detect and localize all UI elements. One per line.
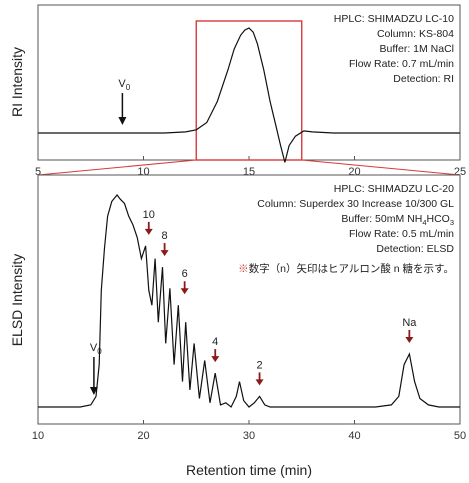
peak-arrowhead (144, 228, 153, 235)
peak-arrowhead (405, 337, 414, 343)
x-tick-label: 50 (454, 430, 466, 442)
ri-method-annotations: HPLC: SHIMADZU LC-10 Column: KS-804 Buffer… (334, 13, 454, 85)
peak-arrowhead (180, 288, 189, 295)
void-volume-arrowhead (89, 387, 98, 395)
void-volume-label: V0 (118, 78, 130, 92)
zoom-connector-right (301, 159, 461, 176)
x-tick-label: 5 (35, 166, 41, 178)
elsd-panel: 10 20 30 40 50 V0 10 8 6 4 2 Na HPLC: SHIMADZU LC… (9, 174, 466, 478)
peak-label: 4 (212, 336, 218, 348)
ri-trace (38, 27, 460, 163)
peak-label: 10 (143, 209, 155, 221)
peak-label: 2 (256, 359, 262, 371)
zoom-connector-left (37, 159, 197, 176)
elsd-trace (38, 194, 460, 408)
method-annotation: HPLC: SHIMADZU LC-20 (334, 183, 454, 195)
peak-label: 6 (182, 268, 188, 280)
method-annotation: Flow Rate: 0.5 mL/min (349, 228, 454, 240)
peak-arrowhead (211, 356, 220, 363)
elsd-note: ※数字（n）矢印はヒアルロン酸 n 糖を示す。 (238, 262, 454, 275)
method-annotation: Detection: RI (393, 73, 454, 85)
elsd-y-axis-title: ELSD Intensity (9, 254, 25, 347)
x-tick-label: 20 (137, 430, 149, 442)
x-tick-label: 20 (348, 166, 360, 178)
method-annotation: Column: Superdex 30 Increase 10/300 GL (257, 198, 454, 210)
method-annotation: Buffer: 50mM NH4HCO3 (341, 213, 454, 227)
x-tick-label: 30 (243, 430, 255, 442)
peak-arrowhead (160, 250, 169, 257)
x-tick-label: 15 (243, 166, 255, 178)
method-annotation: HPLC: SHIMADZU LC-10 (334, 13, 454, 25)
elsd-peak-labels: 10 8 6 4 2 Na (143, 209, 417, 386)
method-annotation: Column: KS-804 (377, 28, 454, 40)
method-annotation: Flow Rate: 0.7 mL/min (349, 58, 454, 70)
ri-panel: 5 10 15 20 25 V0 HPLC: SHIMADZU LC-10Column:… (9, 4, 466, 178)
void-volume-arrowhead (118, 117, 127, 125)
elsd-x-ticks: 10 20 30 40 50 (32, 420, 466, 442)
peak-label: Na (402, 317, 417, 329)
elsd-method-annotations: HPLC: SHIMADZU LC-20 Column: Superdex 30 … (257, 183, 454, 255)
ri-y-axis-title: RI Intensity (9, 47, 25, 117)
method-annotation: Buffer: 1M NaCl (380, 43, 455, 55)
peak-arrowhead (255, 379, 264, 386)
x-tick-label: 10 (32, 430, 44, 442)
void-volume-label: V0 (90, 342, 102, 356)
ri-zoom-highlight-box (195, 20, 303, 161)
x-tick-label: 40 (348, 430, 360, 442)
method-annotation: Detection: ELSD (376, 243, 454, 255)
x-tick-label: 10 (137, 166, 149, 178)
ri-markers: V0 (118, 78, 131, 125)
elsd-x-axis-title: Retention time (min) (186, 462, 312, 478)
elsd-markers: V0 (89, 342, 102, 395)
peak-label: 8 (162, 230, 168, 242)
